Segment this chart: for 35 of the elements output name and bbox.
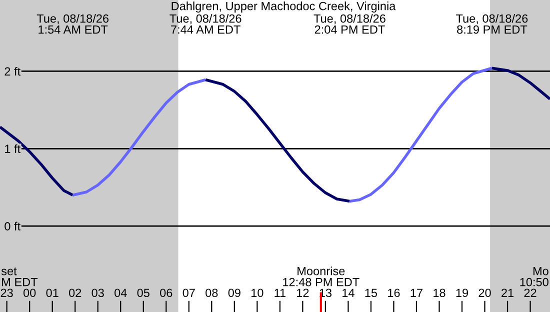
x-tick-label: 04 (114, 288, 127, 298)
x-tick-label: 15 (365, 288, 378, 298)
x-tick-label: 13 (320, 288, 332, 298)
y-tick-label: 0 ft (4, 222, 20, 230)
x-tick-label: 07 (182, 288, 195, 298)
x-tick-label: 11 (274, 288, 286, 297)
x-tick-label: 21 (502, 288, 514, 297)
annotation: Tue, 08/18/26 7:44 AM EDT (170, 14, 242, 34)
x-tick-label: 02 (69, 288, 82, 298)
annotation: set M EDT (1, 268, 38, 286)
annotation: Mo 10:50 (520, 267, 548, 286)
x-tick-label: 06 (160, 288, 172, 298)
annotation: Tue, 08/18/26 2:04 PM EDT (314, 14, 386, 34)
x-tick-label: 08 (206, 288, 218, 298)
ref-line-label: Moonrise 12:48 PM EDT (283, 266, 360, 286)
x-tick-label: 14 (342, 288, 354, 297)
x-tick-label: 17 (410, 288, 422, 297)
y-tick-label: 1 ft (5, 144, 20, 154)
x-tick-label: 03 (92, 288, 104, 298)
x-tick-label: 22 (524, 288, 536, 297)
x-tick-label: 16 (388, 288, 400, 298)
x-tick-label: 12 (297, 288, 309, 297)
annotation: Tue, 08/18/26 8:19 PM EDT (456, 14, 528, 34)
x-tick-label: 18 (434, 288, 446, 298)
x-tick-label: 19 (456, 288, 468, 298)
chart-title: Dahlgren, Upper Machodoc Creek, Virginia (172, 2, 396, 13)
x-tick-label: 00 (23, 288, 36, 298)
x-tick-label: 09 (228, 288, 240, 298)
x-tick-label: 05 (137, 288, 150, 298)
x-tick-label: 20 (478, 288, 491, 298)
y-tick-label: 2 ft (4, 66, 20, 76)
x-tick-label: 23 (0, 288, 13, 298)
annotation: Tue, 08/18/26 1:54 AM EDT (36, 14, 109, 34)
x-tick-label: 01 (46, 288, 58, 298)
x-tick-label: 10 (252, 288, 264, 298)
